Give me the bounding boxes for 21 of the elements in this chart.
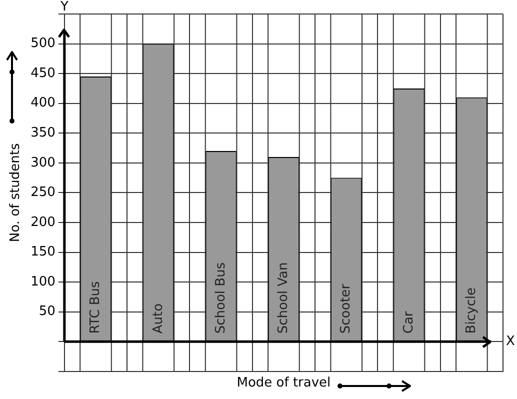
x-axis-title: Mode of travel xyxy=(236,376,331,391)
annotation: Y xyxy=(59,0,68,14)
y-tick-label: 150 xyxy=(30,244,56,260)
y-tick-label: 450 xyxy=(30,66,56,81)
y-tick-label: 300 xyxy=(30,155,56,170)
x-tick-label: Bicycle xyxy=(464,287,480,334)
x-tick-label: Scooter xyxy=(338,283,354,334)
x-tick-label: RTC Bus xyxy=(88,280,104,334)
y-tick-label: 50 xyxy=(38,304,56,320)
y-tick-label: 200 xyxy=(30,214,56,230)
y-tick-label: 400 xyxy=(30,96,56,111)
y-tick-label: 350 xyxy=(30,126,56,141)
x-tick-label: School Van xyxy=(276,262,292,334)
x-tick-label: Auto xyxy=(150,303,166,334)
y-tick-label: 500 xyxy=(30,36,56,52)
text: X xyxy=(506,334,515,349)
x-tick-label: Car xyxy=(401,310,416,334)
y-tick-label: 100 xyxy=(30,274,56,290)
y-axis-title: No. of students xyxy=(8,143,24,242)
y-tick-label: 250 xyxy=(30,185,56,200)
x-tick-label: School Bus xyxy=(213,262,228,334)
